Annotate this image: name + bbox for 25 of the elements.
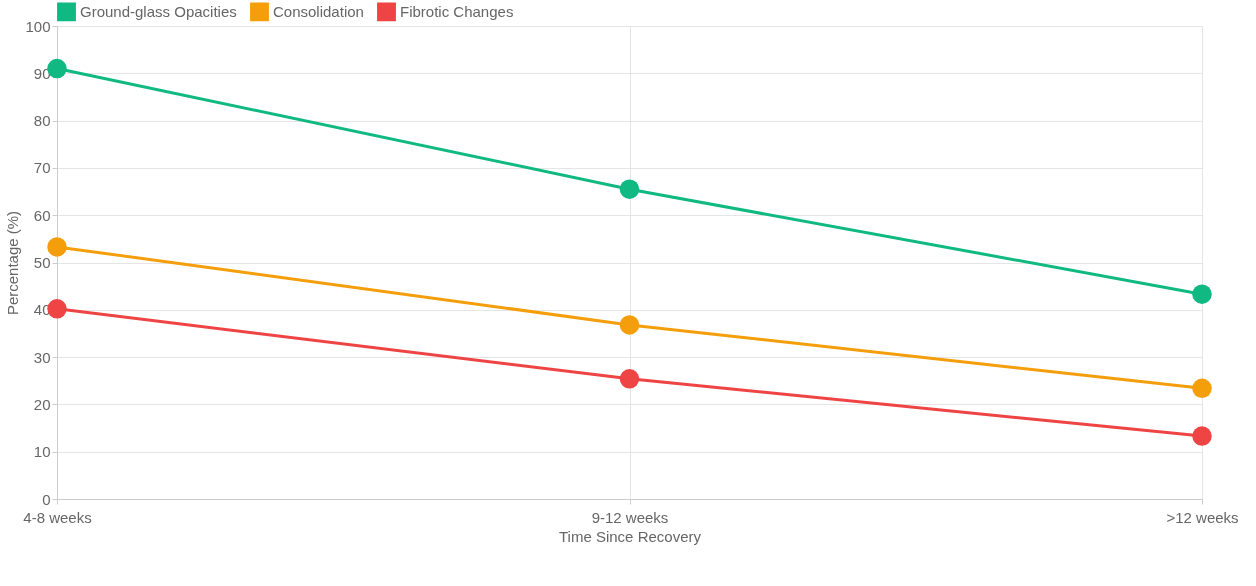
y-tick-label: 60 [33,206,51,224]
y-tick-label: 70 [33,159,51,177]
y-tick-label: 100 [25,17,51,35]
point [619,179,640,199]
y-axis-title: Percentage (%) [4,210,22,316]
point [1192,426,1212,446]
y-tick-label: 0 [42,490,51,508]
point [47,299,67,319]
x-tick-label: 9-12 weeks [591,508,669,526]
x-tick-label: 4-8 weeks [23,508,92,526]
y-tick-label: 30 [33,348,51,366]
legend-label: Consolidation [273,2,364,20]
x-axis-title: Time Since Recovery [559,527,702,545]
legend-label: Fibrotic Changes [400,2,514,20]
x-tick-label: >12 weeks [1166,508,1239,526]
y-tick-label: 80 [33,112,51,130]
y-tick-label: 50 [33,254,51,271]
legend-label: Ground-glass Opacities [80,2,237,20]
point [1192,284,1212,304]
point [619,315,640,335]
point [619,369,640,389]
y-tick-label: 10 [33,443,51,461]
point [1192,378,1212,399]
point [47,237,67,257]
y-tick-label: 20 [33,395,51,413]
